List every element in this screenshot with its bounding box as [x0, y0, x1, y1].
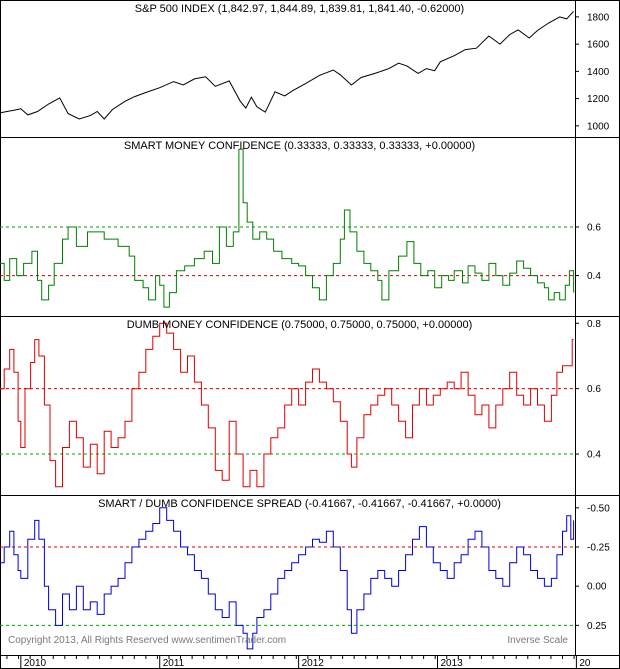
y-tick-label: -0.25 — [587, 543, 610, 554]
panel-title: S&P 500 INDEX (1,842.97, 1,844.89, 1,839… — [135, 3, 464, 15]
x-tick-label: 2010 — [24, 658, 47, 669]
panel-1: 1000 1200 1400 1600 1800 S&P 500 INDEX (1,842… — [0, 3, 620, 138]
x-tick-label: 2013 — [441, 658, 464, 669]
series-line — [0, 507, 575, 650]
series-line — [0, 148, 575, 308]
x-tick-label: 20 — [579, 658, 591, 669]
y-tick-label: 0.25 — [587, 621, 607, 632]
panel-4: -0.50 -0.25 0.00 0.25 SMART / DUMB CONFIDENC… — [0, 498, 620, 656]
y-tick-label: 0.00 — [587, 582, 607, 593]
y-tick-label: 1400 — [587, 67, 610, 78]
panel-title: SMART MONEY CONFIDENCE (0.33333, 0.33333… — [124, 140, 475, 152]
y-tick-label: 0.6 — [587, 384, 601, 395]
y-tick-label: 1000 — [587, 121, 610, 132]
y-tick-label: 1800 — [587, 12, 610, 23]
y-tick-label: 0.4 — [587, 271, 601, 282]
y-tick-label: 0.8 — [587, 319, 601, 330]
x-tick-label: 2012 — [302, 658, 325, 669]
y-tick-label: 0.6 — [587, 223, 601, 234]
series-line — [0, 10, 574, 120]
y-tick-label: 1600 — [587, 40, 610, 51]
inverse-scale-note: Inverse Scale — [507, 635, 568, 646]
y-tick-label: 0.4 — [587, 450, 601, 461]
y-tick-label: 1200 — [587, 94, 610, 105]
panel-3: 0.4 0.6 0.8 DUMB MONEY CONFIDENCE (0.75000,… — [0, 319, 620, 496]
x-tick-label: 2011 — [163, 658, 185, 669]
panel-2: 0.4 0.6 SMART MONEY CONFIDENCE (0.33333, 0… — [0, 140, 620, 317]
panel-title: SMART / DUMB CONFIDENCE SPREAD (-0.41667… — [98, 498, 501, 510]
panel-title: DUMB MONEY CONFIDENCE (0.75000, 0.75000,… — [127, 319, 473, 331]
copyright-text: Copyright 2013, All Rights Reserved www.… — [8, 635, 286, 646]
series-line — [0, 322, 574, 488]
y-tick-label: -0.50 — [587, 503, 610, 514]
x-axis: 2010 2011 2012 2013 20 — [6, 655, 591, 669]
